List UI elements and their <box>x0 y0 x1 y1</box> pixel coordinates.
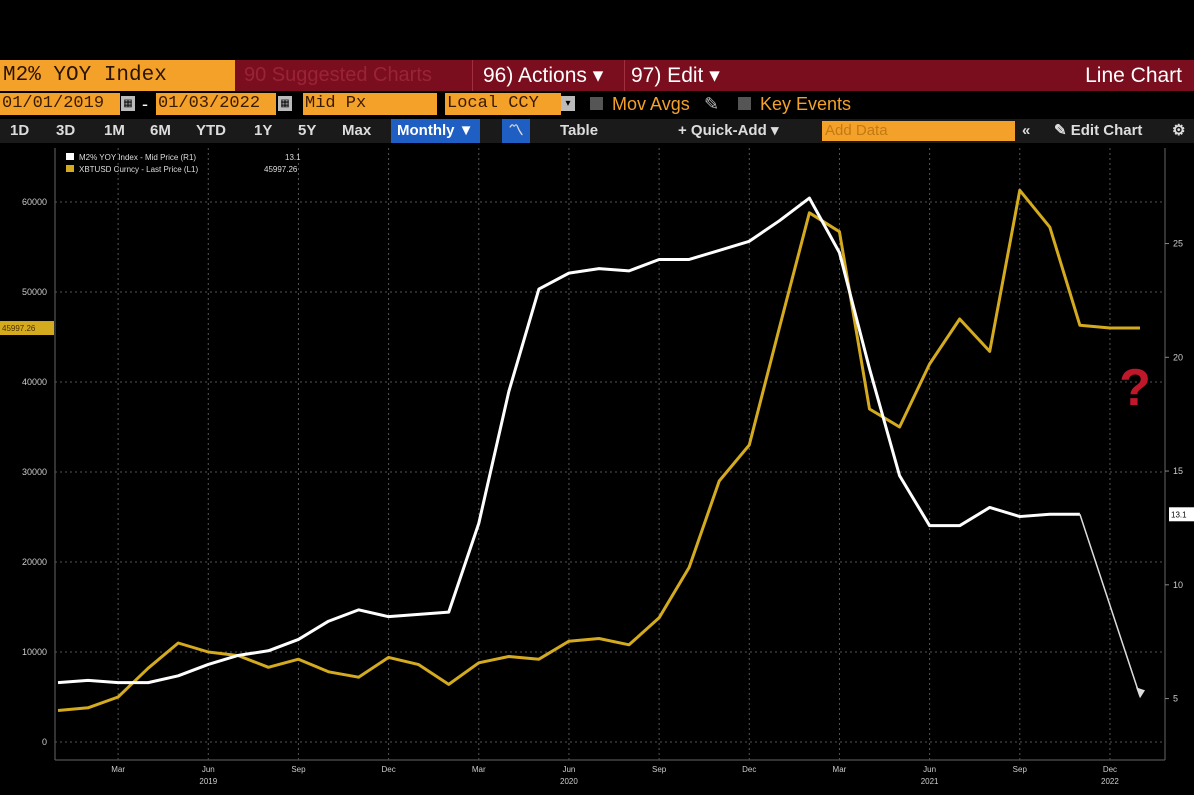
date-range-bar: 01/01/2019 ▦ - 01/03/2022 ▦ Mid Px Local… <box>0 93 1194 117</box>
x-axis-tick-label: Dec <box>742 765 756 774</box>
last-value-left: 45997.26 <box>2 324 36 333</box>
period-bar: 1D 3D 1M 6M YTD 1Y 5Y Max Monthly ▼ 〽 Ta… <box>0 119 1194 143</box>
table-button[interactable]: Table <box>560 122 599 139</box>
line-chart: 0 10000 20000 30000 40000 50000 60000 5 10 15 20 25… <box>0 148 1194 786</box>
frequency-select[interactable]: Monthly ▼ <box>391 119 480 143</box>
right-axis-tick-label: 20 <box>1173 352 1183 362</box>
period-1d[interactable]: 1D <box>10 122 30 139</box>
mov-avgs-checkbox[interactable] <box>590 97 603 110</box>
key-events-label: Key Events <box>760 94 852 114</box>
x-axis-tick-label: Sep <box>652 765 667 774</box>
end-date-field[interactable]: 01/03/2022 <box>156 93 276 115</box>
frequency-label: Monthly <box>397 122 455 139</box>
left-axis-tick-label: 0 <box>42 737 47 747</box>
projection-arrow-head <box>1136 687 1145 699</box>
chart-type-title: Line Chart <box>1085 64 1182 87</box>
left-axis-tick-label: 50000 <box>22 287 47 297</box>
pencil-icon[interactable]: ✎ <box>704 94 720 114</box>
period-5y[interactable]: 5Y <box>298 122 317 139</box>
left-axis-tick-label: 40000 <box>22 377 47 387</box>
period-3d[interactable]: 3D <box>56 122 76 139</box>
legend-label-m2: M2% YOY Index - Mid Price (R1) <box>79 153 196 162</box>
chevron-down-icon: ▾ <box>770 122 779 139</box>
suggested-charts-button[interactable]: 90 Suggested Charts <box>244 64 432 86</box>
legend-swatch-m2 <box>66 153 74 160</box>
x-axis-tick-label: Jun <box>923 765 936 774</box>
x-axis-tick-label: Mar <box>472 765 486 774</box>
edit-chart-button[interactable]: ✎ Edit Chart <box>1054 119 1142 143</box>
x-axis-tick-label: Jun <box>202 765 215 774</box>
right-axis-tick-label: 10 <box>1173 580 1183 590</box>
line-chart-icon[interactable]: 〽 <box>502 119 530 143</box>
period-1m[interactable]: 1M <box>104 122 125 139</box>
legend-label-xbtusd: XBTUSD Curncy - Last Price (L1) <box>79 165 198 174</box>
series-line-m2-yoy <box>57 196 1080 685</box>
quick-add-label: + Quick-Add <box>678 122 767 139</box>
x-axis-year-label: 2022 <box>1101 777 1119 786</box>
legend-swatch-xbtusd <box>66 165 74 172</box>
collapse-icon[interactable]: « <box>1022 122 1031 139</box>
actions-menu[interactable]: 96) Actions ▾ <box>472 60 633 91</box>
right-axis-tick-label: 25 <box>1173 239 1183 249</box>
x-axis-tick-label: Sep <box>291 765 306 774</box>
chevron-down-icon: ▾ <box>709 64 720 87</box>
chevron-down-icon: ▼ <box>458 122 474 139</box>
calendar-icon[interactable]: ▦ <box>121 96 135 111</box>
pencil-icon: ✎ <box>1054 122 1067 139</box>
currency-select[interactable]: Local CCY <box>445 93 561 115</box>
edit-menu[interactable]: 97) Edit ▾ <box>624 60 741 91</box>
last-value-tag-right <box>1169 507 1194 522</box>
chart-area: 0 10000 20000 30000 40000 50000 60000 5 10 15 20 25… <box>0 143 1194 790</box>
mov-avgs-label: Mov Avgs <box>612 94 690 114</box>
left-axis-tick-label: 60000 <box>22 197 47 207</box>
last-value-tag-left <box>0 321 54 336</box>
edit-chart-label: Edit Chart <box>1070 122 1143 139</box>
calendar-icon[interactable]: ▦ <box>278 96 292 111</box>
quick-add-button[interactable]: + Quick-Add ▾ <box>678 119 778 143</box>
period-ytd[interactable]: YTD <box>196 122 226 139</box>
right-axis-tick-label: 15 <box>1173 466 1183 476</box>
start-date-field[interactable]: 01/01/2019 <box>0 93 120 115</box>
period-1y[interactable]: 1Y <box>254 122 273 139</box>
x-axis-tick-label: Mar <box>111 765 125 774</box>
add-data-input[interactable]: Add Data <box>822 121 1015 141</box>
x-axis-year-label: 2019 <box>199 777 217 786</box>
x-axis-year-label: 2020 <box>560 777 578 786</box>
actions-label: 96) Actions <box>483 64 587 87</box>
chevron-down-icon: ▾ <box>592 64 604 87</box>
left-axis-tick-label: 10000 <box>22 647 47 657</box>
period-6m[interactable]: 6M <box>150 122 171 139</box>
period-max[interactable]: Max <box>342 122 372 139</box>
ticker-field[interactable]: M2% YOY Index <box>0 60 235 91</box>
date-separator: - <box>142 94 148 114</box>
right-axis-tick-label: 5 <box>1173 694 1178 704</box>
edit-label: 97) Edit <box>631 64 704 87</box>
x-axis-tick-label: Sep <box>1013 765 1028 774</box>
gear-icon[interactable]: ⚙ <box>1172 122 1186 139</box>
last-value-right: 13.1 <box>1171 510 1187 519</box>
dropdown-arrow-icon[interactable]: ▾ <box>561 96 575 111</box>
x-axis-tick-label: Jun <box>562 765 575 774</box>
left-axis-tick-label: 30000 <box>22 467 47 477</box>
x-axis-tick-label: Dec <box>381 765 395 774</box>
price-field-select[interactable]: Mid Px <box>303 93 437 115</box>
legend-value-m2: 13.1 <box>285 153 301 162</box>
x-axis-tick-label: Mar <box>833 765 847 774</box>
projection-arrow-line <box>1079 514 1141 697</box>
legend-value-xbtusd: 45997.26 <box>264 165 298 174</box>
x-axis-year-label: 2021 <box>921 777 939 786</box>
security-title-bar: M2% YOY Index 90 Suggested Charts 96) Ac… <box>0 60 1194 91</box>
key-events-checkbox[interactable] <box>738 97 751 110</box>
x-axis-tick-label: Dec <box>1103 765 1117 774</box>
left-axis-tick-label: 20000 <box>22 557 47 567</box>
question-mark-annotation: ? <box>1119 359 1151 417</box>
